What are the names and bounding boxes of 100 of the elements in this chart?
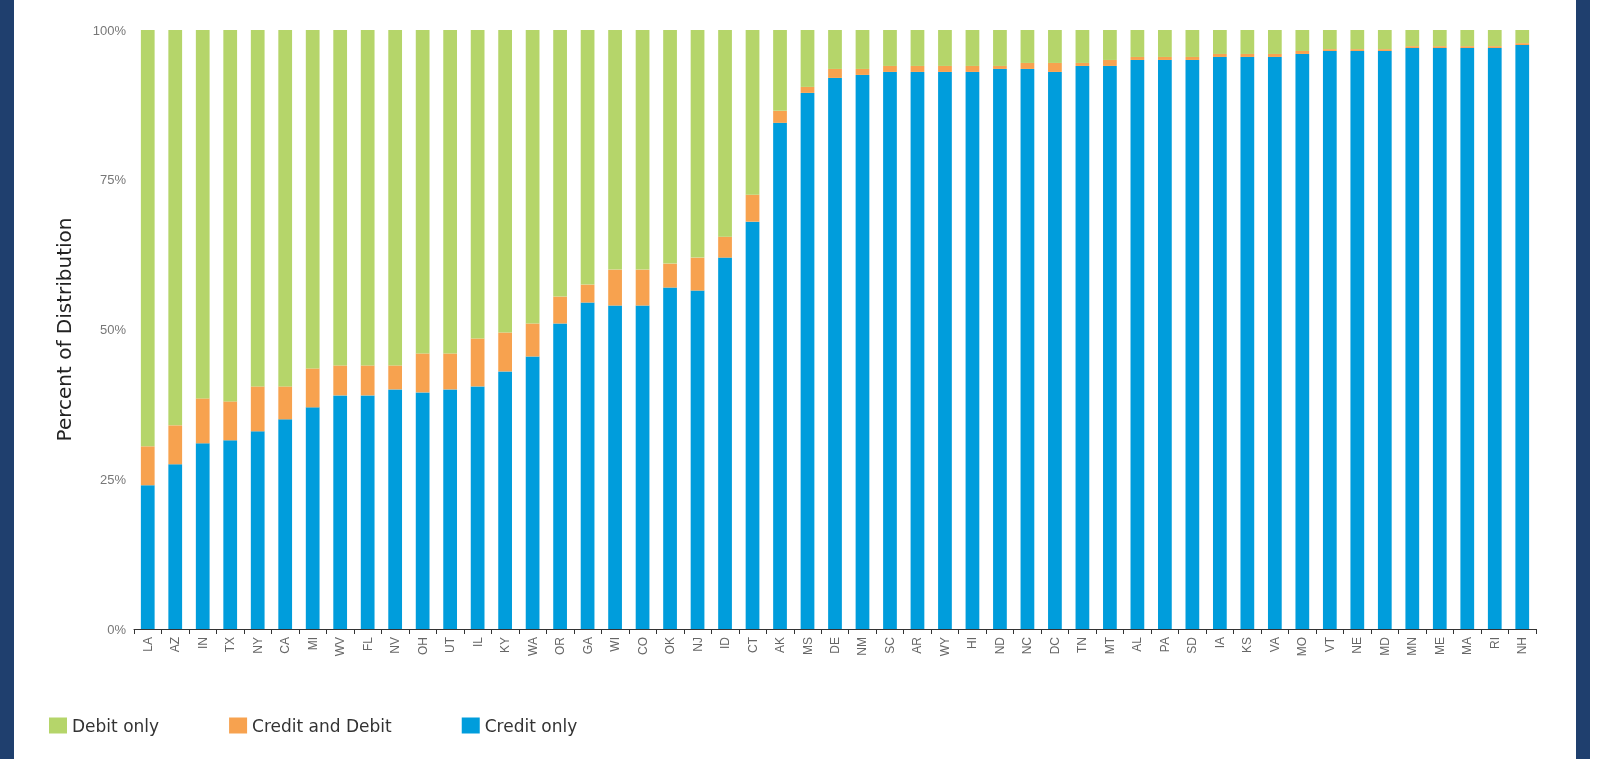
bar xyxy=(993,68,1007,629)
y-tick-label: 100% xyxy=(92,22,127,38)
x-tick-label: DE xyxy=(828,637,842,654)
bar xyxy=(278,30,293,387)
bar xyxy=(1240,53,1255,57)
bar xyxy=(553,323,567,629)
bar xyxy=(1103,30,1117,60)
x-tick-label: ID xyxy=(718,636,733,649)
x-tick-label: WV xyxy=(333,637,348,657)
bar xyxy=(1405,30,1420,47)
bar xyxy=(635,269,650,306)
bar xyxy=(1158,59,1172,629)
bar xyxy=(883,71,897,629)
bar xyxy=(1432,30,1447,47)
bar xyxy=(1350,50,1365,629)
bar xyxy=(1130,59,1145,629)
bar xyxy=(608,30,622,270)
bar xyxy=(800,86,815,93)
bar xyxy=(1487,30,1502,47)
bar xyxy=(415,30,430,354)
bar xyxy=(635,30,650,270)
bar xyxy=(580,30,595,285)
bar xyxy=(305,30,320,369)
bar xyxy=(168,425,183,465)
bar xyxy=(195,443,210,629)
bar xyxy=(360,395,375,629)
bar xyxy=(773,122,787,629)
bar xyxy=(498,332,512,372)
x-tick-label: MT xyxy=(1102,636,1117,655)
bar xyxy=(223,30,238,402)
bar xyxy=(140,30,155,447)
x-tick-label: NJ xyxy=(690,637,705,652)
bar xyxy=(938,65,952,72)
x-tick-label: KS xyxy=(1240,637,1255,654)
legend-label: Debit only xyxy=(72,715,160,736)
x-tick-label: NH xyxy=(1515,637,1530,655)
x-tick-label: AZ xyxy=(168,637,183,653)
bar xyxy=(1432,47,1447,629)
bar xyxy=(168,464,183,629)
bar xyxy=(690,290,705,629)
bar xyxy=(1020,68,1035,629)
x-tick-label: ME xyxy=(1432,637,1447,655)
bar xyxy=(1487,47,1502,629)
bar xyxy=(305,368,320,408)
bar xyxy=(223,440,238,629)
x-tick-label: OH xyxy=(415,637,430,655)
x-tick-label: RI xyxy=(1487,637,1502,649)
bar xyxy=(773,110,787,123)
bar xyxy=(1185,56,1200,60)
x-tick-label: OK xyxy=(663,637,678,655)
bar xyxy=(553,296,567,324)
bar xyxy=(828,77,842,629)
bar xyxy=(333,395,348,629)
bar xyxy=(525,356,540,629)
bar xyxy=(333,30,348,366)
bar xyxy=(690,30,705,258)
bar xyxy=(883,65,897,72)
bar xyxy=(773,30,787,111)
x-tick-label: OR xyxy=(553,636,568,655)
bar xyxy=(1515,44,1530,629)
x-tick-label: NC xyxy=(1020,636,1035,655)
x-tick-label: HI xyxy=(965,637,980,649)
bar xyxy=(1460,30,1475,47)
bar xyxy=(1075,65,1090,629)
bar xyxy=(1295,30,1310,51)
bar xyxy=(470,386,485,629)
bar xyxy=(828,68,842,78)
bar xyxy=(470,30,485,339)
x-tick-label: SC xyxy=(882,636,897,654)
x-tick-label: CT xyxy=(745,636,760,653)
bar xyxy=(388,30,403,366)
bar xyxy=(360,365,375,396)
bar xyxy=(910,30,925,66)
bar xyxy=(1048,62,1062,72)
x-tick-label: CA xyxy=(278,637,293,654)
y-tick-label: 25% xyxy=(99,471,127,487)
bar xyxy=(1212,53,1227,57)
bar xyxy=(140,485,155,629)
bar xyxy=(1075,30,1090,63)
bar xyxy=(1240,56,1255,629)
bar xyxy=(470,338,485,387)
legend-label: Credit and Debit xyxy=(252,715,393,736)
x-tick-label: DC xyxy=(1047,636,1062,655)
bar xyxy=(278,419,293,629)
bar xyxy=(1048,30,1062,63)
bar xyxy=(1103,65,1117,629)
bar xyxy=(1103,59,1117,66)
bar xyxy=(580,302,595,629)
bar xyxy=(553,30,567,297)
bar xyxy=(1515,30,1530,44)
bar xyxy=(223,401,238,441)
bar xyxy=(333,365,348,396)
x-tick-label: UT xyxy=(443,636,458,653)
bar xyxy=(745,194,760,222)
x-tick-label: CO xyxy=(635,637,650,655)
bar xyxy=(168,30,183,426)
x-tick-label: GA xyxy=(580,637,595,655)
x-tick-label: PA xyxy=(1157,637,1172,653)
x-tick-label: AK xyxy=(773,637,788,654)
bar xyxy=(388,365,403,390)
